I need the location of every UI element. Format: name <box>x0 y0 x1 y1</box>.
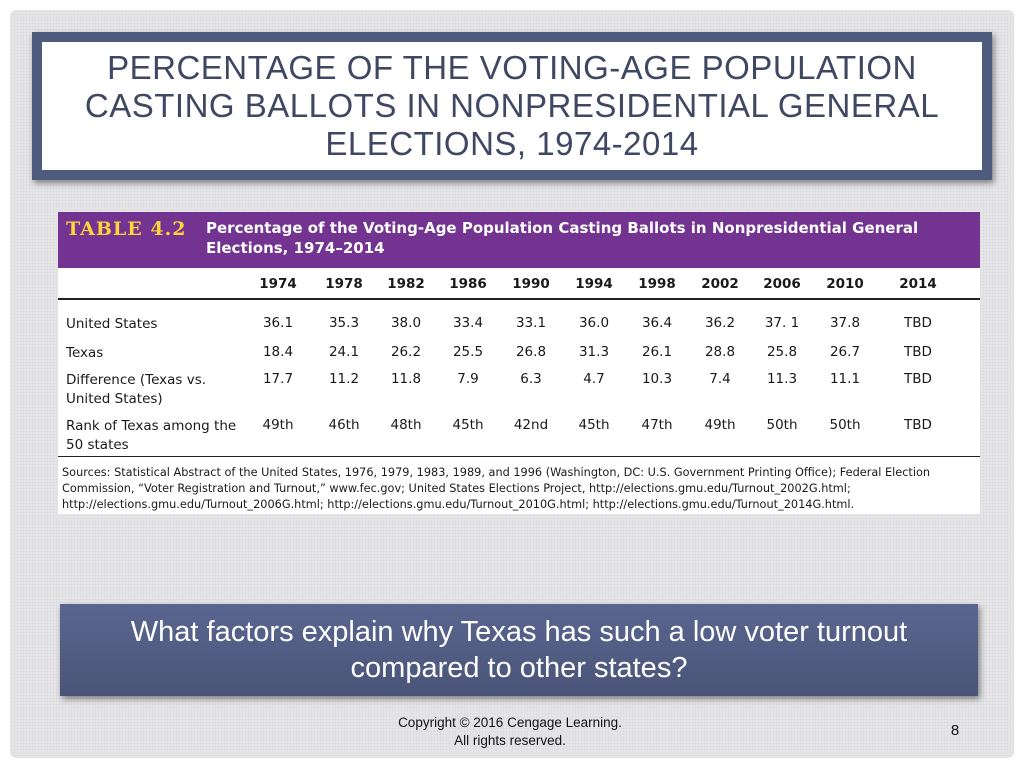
row-label: Rank of Texas among the 50 states <box>66 418 237 453</box>
year-header-9: 2010 <box>826 276 864 292</box>
table-cell: TBD <box>904 344 932 360</box>
table-cell: 45th <box>452 417 484 433</box>
table-cell: 36.0 <box>578 315 610 331</box>
table-cell: 25.5 <box>452 344 484 360</box>
slide: PERCENTAGE OF THE VOTING-AGE POPULATION … <box>10 10 1014 758</box>
year-header-2: 1982 <box>387 276 425 292</box>
table-cell: 31.3 <box>578 344 610 360</box>
table-cell: TBD <box>904 315 932 331</box>
table-sources: Sources: Statistical Abstract of the Uni… <box>62 466 931 511</box>
row-label: Difference (Texas vs. United States) <box>66 372 207 407</box>
table-cell: 7.4 <box>709 371 731 387</box>
year-header-8: 2006 <box>763 276 801 292</box>
table-cell: 25.8 <box>766 344 798 360</box>
slide-title: PERCENTAGE OF THE VOTING-AGE POPULATION … <box>84 49 940 162</box>
table-cell: 26.8 <box>515 344 547 360</box>
table-header-bar: TABLE 4.2 Percentage of the Voting-Age P… <box>58 212 980 268</box>
copyright-notice: Copyright © 2016 Cengage Learning. All r… <box>370 714 650 750</box>
row-label: United States <box>66 316 158 332</box>
year-header-5: 1994 <box>575 276 613 292</box>
table-cell: 49th <box>262 417 294 433</box>
question-callout: What factors explain why Texas has such … <box>60 604 978 696</box>
table-cell: 50th <box>766 417 798 433</box>
year-header-0: 1974 <box>259 276 297 292</box>
table-cell: 45th <box>578 417 610 433</box>
copyright-line-1: Copyright © 2016 Cengage Learning. <box>398 715 622 730</box>
table-cell: 11.2 <box>328 371 360 387</box>
year-header-7: 2002 <box>701 276 739 292</box>
table-cell: 17.7 <box>262 371 294 387</box>
table-cell: 35.3 <box>328 315 360 331</box>
table-cell: 4.7 <box>583 371 605 387</box>
table-cell: 33.1 <box>515 315 547 331</box>
table-number: TABLE 4.2 <box>66 218 187 240</box>
table-cell: 36.1 <box>262 315 294 331</box>
table-cell: 37. 1 <box>764 315 800 331</box>
table-cell: 48th <box>390 417 422 433</box>
table-cell: TBD <box>904 371 932 387</box>
table-cell: 26.2 <box>390 344 422 360</box>
slide-number: 8 <box>950 722 960 739</box>
table-cell: 50th <box>829 417 861 433</box>
table-cell: 42nd <box>513 417 549 433</box>
table-bottom-rule <box>58 456 980 457</box>
table-cell: 36.4 <box>641 315 673 331</box>
table-cell: 47th <box>641 417 673 433</box>
year-header-4: 1990 <box>512 276 550 292</box>
table-cell: 11.8 <box>390 371 422 387</box>
table-cell: 10.3 <box>641 371 673 387</box>
table-caption: Percentage of the Voting-Age Population … <box>206 219 919 257</box>
title-frame: PERCENTAGE OF THE VOTING-AGE POPULATION … <box>32 32 992 180</box>
table-cell: 49th <box>704 417 736 433</box>
row-label: Texas <box>66 345 104 361</box>
copyright-line-2: All rights reserved. <box>454 733 566 748</box>
table-cell: 18.4 <box>262 344 294 360</box>
table-cell: 36.2 <box>704 315 736 331</box>
year-header-3: 1986 <box>449 276 487 292</box>
question-text: What factors explain why Texas has such … <box>130 616 908 684</box>
year-header-row: 1974 1978 1982 1986 1990 1994 1998 2002 2006 2010… <box>58 268 980 300</box>
table-cell: 11.1 <box>829 371 861 387</box>
table-cell: TBD <box>904 417 932 433</box>
table-cell: 26.7 <box>829 344 861 360</box>
table-cell: 38.0 <box>390 315 422 331</box>
table-cell: 24.1 <box>328 344 360 360</box>
data-table: TABLE 4.2 Percentage of the Voting-Age P… <box>58 212 980 514</box>
table-cell: 46th <box>328 417 360 433</box>
table-cell: 26.1 <box>641 344 673 360</box>
table-cell: 11.3 <box>766 371 798 387</box>
table-cell: 33.4 <box>452 315 484 331</box>
title-panel: PERCENTAGE OF THE VOTING-AGE POPULATION … <box>42 42 982 170</box>
year-header-6: 1998 <box>638 276 676 292</box>
table-cell: 7.9 <box>457 371 479 387</box>
year-header-1: 1978 <box>325 276 363 292</box>
year-header-10: 2014 <box>899 276 937 292</box>
table-cell: 6.3 <box>520 371 542 387</box>
table-cell: 28.8 <box>704 344 736 360</box>
table-cell: 37.8 <box>829 315 861 331</box>
